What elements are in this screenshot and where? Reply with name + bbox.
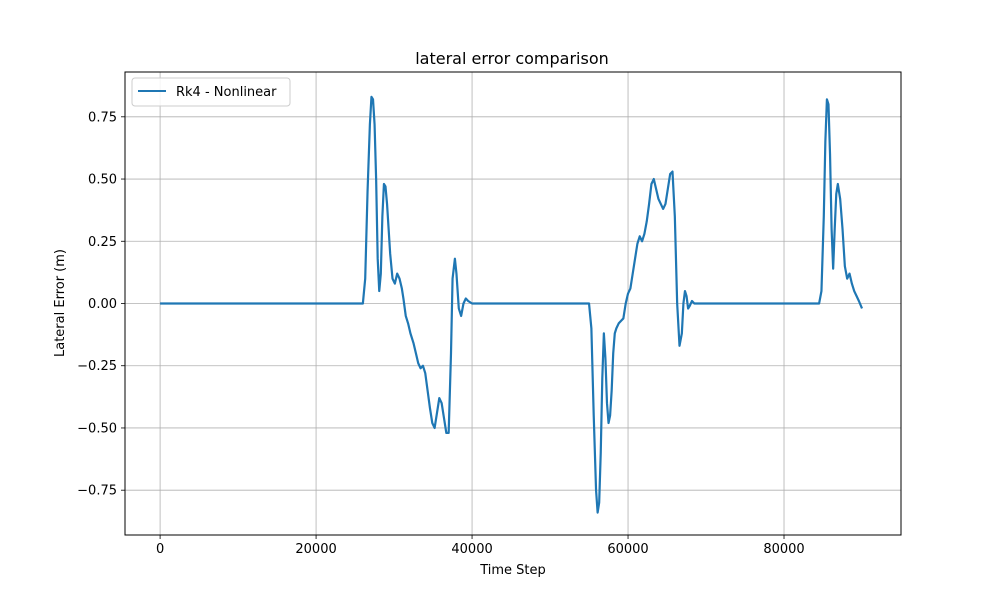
y-tick-label: 0.75	[88, 110, 117, 125]
chart-title: lateral error comparison	[415, 49, 609, 68]
x-axis-label: Time Step	[479, 563, 546, 578]
series-layer	[160, 95, 864, 514]
y-tick-label: 0.00	[88, 297, 117, 312]
y-axis-ticks: −0.75 −0.50 −0.25 0.00 0.25 0.50 0.75	[77, 110, 125, 499]
x-axis-ticks: 0 20000 40000 60000 80000	[156, 535, 805, 557]
y-tick-label: 0.25	[88, 235, 117, 250]
x-tick-label: 40000	[451, 542, 492, 557]
y-tick-label: −0.25	[77, 359, 117, 374]
y-tick-label: −0.75	[77, 484, 117, 499]
x-tick-label: 80000	[763, 542, 804, 557]
x-tick-label: 60000	[607, 542, 648, 557]
legend: Rk4 - Nonlinear	[131, 77, 291, 107]
x-tick-label: 20000	[295, 542, 336, 557]
y-tick-label: −0.50	[77, 421, 117, 436]
y-tick-label: 0.50	[88, 173, 117, 188]
y-axis-label: Lateral Error (m)	[53, 249, 68, 357]
series-line-rk4-nonlinear	[160, 95, 864, 514]
legend-box	[131, 77, 291, 107]
x-tick-label: 0	[156, 542, 164, 557]
legend-label-rk4: Rk4 - Nonlinear	[176, 85, 277, 100]
